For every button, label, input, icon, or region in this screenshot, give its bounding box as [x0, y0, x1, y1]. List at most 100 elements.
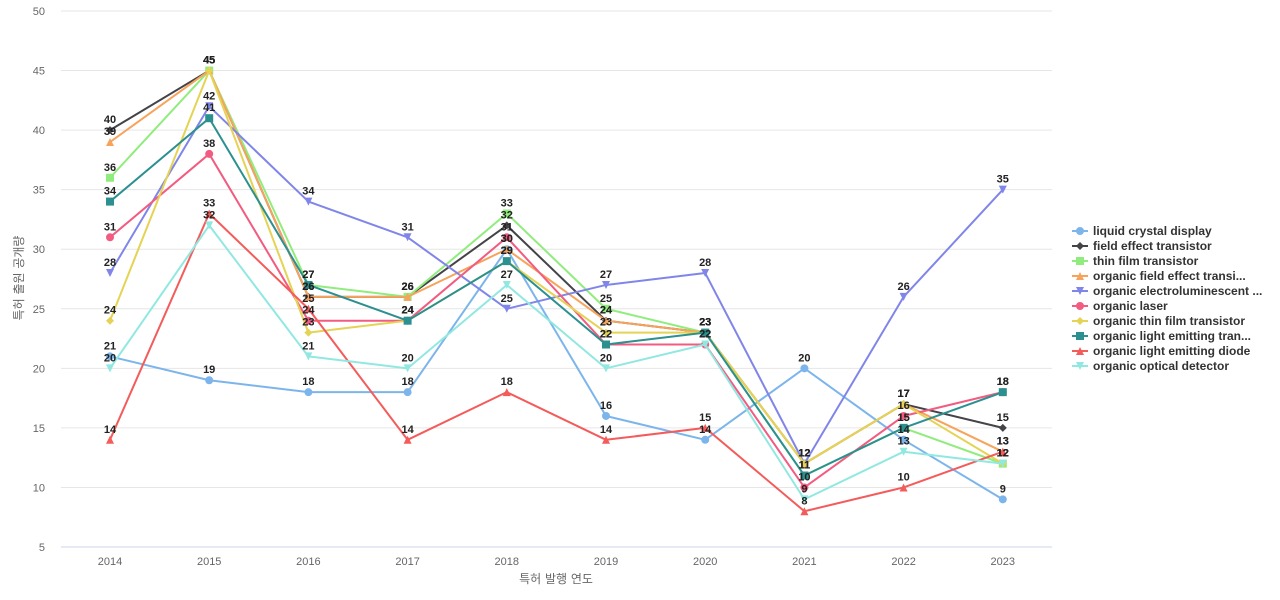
x-tick-label: 2018	[495, 556, 519, 568]
data-point	[106, 269, 114, 278]
data-point	[106, 352, 114, 361]
series-lines	[106, 66, 1007, 516]
series-5	[106, 149, 1007, 492]
data-label: 15	[897, 412, 909, 424]
data-point	[800, 483, 809, 492]
data-label: 23	[600, 317, 612, 329]
data-label: 23	[699, 317, 711, 329]
data-label: 29	[501, 245, 513, 257]
data-label: 31	[401, 221, 413, 233]
data-label: 12	[798, 448, 810, 460]
data-point	[403, 435, 412, 444]
data-label: 21	[302, 340, 314, 352]
series-9	[106, 221, 1007, 504]
data-label: 11	[799, 460, 811, 472]
legend-marker	[1076, 257, 1084, 265]
legend-label: field effect transistor	[1093, 239, 1212, 253]
series-line	[109, 224, 1003, 501]
legend-marker	[1076, 317, 1084, 325]
x-tick-label: 2022	[891, 556, 915, 568]
legend-item[interactable]: organic laser	[1072, 299, 1168, 313]
legend-item[interactable]: thin film transistor	[1072, 254, 1199, 268]
series-8	[106, 209, 1007, 516]
legend-item[interactable]: organic light emitting diode	[1072, 344, 1251, 358]
data-point	[403, 233, 412, 242]
data-label: 17	[897, 388, 909, 400]
data-label: 12	[798, 448, 810, 460]
data-label: 33	[501, 197, 513, 209]
data-point	[502, 257, 511, 266]
data-label: 39	[104, 126, 116, 138]
data-label: 14	[897, 424, 910, 436]
data-point	[701, 340, 710, 349]
x-tick-label: 2014	[98, 556, 122, 568]
data-point	[998, 447, 1007, 456]
data-point	[800, 495, 809, 504]
data-label: 8	[801, 495, 807, 507]
legend-item[interactable]: liquid crystal display	[1072, 224, 1212, 238]
data-label: 34	[302, 186, 315, 198]
data-label: 26	[897, 281, 909, 293]
data-label: 41	[203, 102, 215, 114]
legend-marker	[1076, 332, 1084, 340]
data-label: 29	[501, 245, 513, 257]
data-label: 45	[203, 55, 215, 67]
data-label: 23	[699, 317, 711, 329]
data-point	[106, 435, 114, 444]
data-label: 20	[798, 352, 810, 364]
x-tick-label: 2021	[792, 556, 816, 568]
y-tick-label: 45	[33, 66, 45, 78]
legend-label: organic field effect transi...	[1093, 269, 1246, 283]
legend-item[interactable]: organic light emitting tran...	[1072, 329, 1251, 343]
data-label: 16	[897, 400, 909, 412]
data-point	[800, 364, 809, 373]
data-label: 20	[104, 352, 116, 364]
data-label: 24	[104, 305, 117, 317]
data-point	[205, 221, 214, 230]
data-label: 34	[104, 186, 117, 198]
data-label: 9	[1000, 483, 1006, 495]
data-label: 13	[897, 436, 909, 448]
legend-label: organic laser	[1093, 299, 1168, 313]
data-point	[304, 316, 313, 325]
data-label: 20	[401, 352, 413, 364]
legend-item[interactable]: organic thin film transistor	[1072, 314, 1245, 328]
data-point	[701, 328, 710, 337]
y-tick-label: 15	[33, 423, 45, 435]
data-label: 12	[997, 448, 1009, 460]
data-point	[800, 471, 809, 480]
data-label: 12	[798, 448, 810, 460]
data-point	[502, 304, 511, 313]
legend-item[interactable]: organic optical detector	[1072, 359, 1229, 373]
data-point	[602, 411, 610, 420]
data-point	[899, 423, 908, 432]
data-label: 24	[401, 305, 414, 317]
data-point	[899, 435, 908, 444]
data-label: 14	[104, 424, 117, 436]
y-tick-label: 40	[33, 125, 45, 137]
series-line	[109, 69, 1004, 465]
data-label: 30	[501, 233, 513, 245]
data-label: 15	[997, 412, 1009, 424]
legend-item[interactable]: field effect transistor	[1072, 239, 1212, 253]
data-point	[502, 233, 511, 242]
legend-label: organic light emitting tran...	[1093, 329, 1251, 343]
data-label: 25	[302, 293, 314, 305]
y-tick-label: 50	[33, 6, 45, 18]
data-label: 12	[997, 448, 1009, 460]
legend-label: organic optical detector	[1093, 359, 1229, 373]
data-point	[998, 423, 1007, 432]
data-label: 40	[104, 114, 116, 126]
data-point	[602, 435, 610, 444]
data-label: 15	[699, 412, 711, 424]
legend-label: thin film transistor	[1093, 254, 1199, 268]
data-point	[502, 245, 511, 254]
data-point	[998, 495, 1007, 504]
data-point	[899, 411, 908, 420]
legend-marker	[1076, 362, 1084, 370]
legend-item[interactable]: organic electroluminescent ...	[1072, 284, 1262, 298]
y-tick-label: 20	[33, 363, 45, 375]
data-point	[502, 280, 511, 289]
data-label: 28	[699, 257, 711, 269]
legend-item[interactable]: organic field effect transi...	[1072, 269, 1246, 283]
